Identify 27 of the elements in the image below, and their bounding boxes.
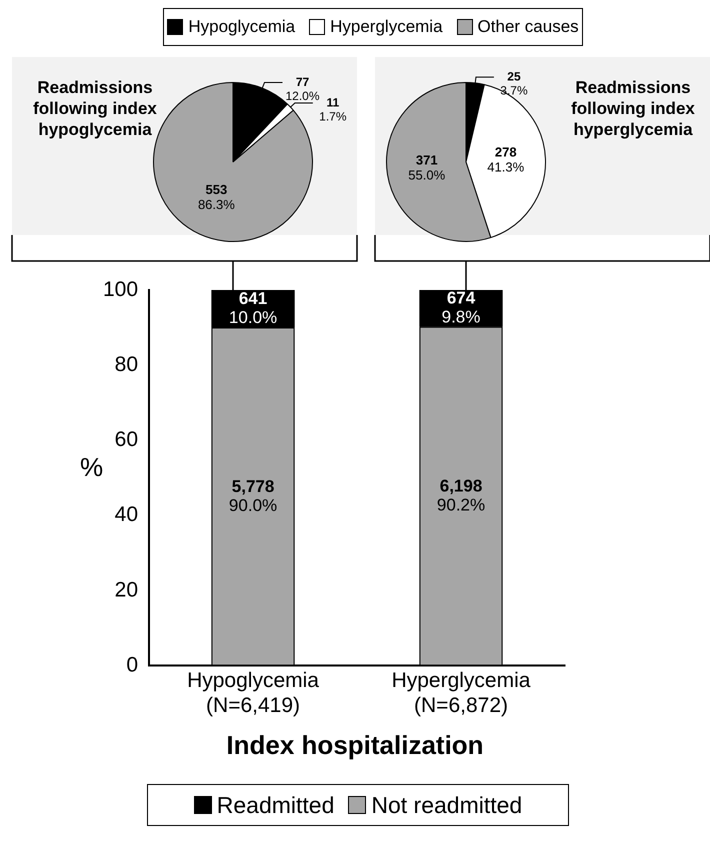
y-tick-label: 80 — [114, 352, 138, 376]
legend-label: Readmitted — [216, 792, 334, 818]
y-tick-label: 60 — [114, 428, 138, 452]
data-label: 278 41.3% — [487, 144, 525, 174]
data-label: 6,198 90.2% — [436, 476, 486, 514]
data-label: 553 86.3% — [198, 182, 236, 212]
data-label: 11 1.7% — [319, 95, 347, 124]
y-tick-label: 100 — [102, 278, 138, 301]
data-label: 641 10.0% — [228, 288, 278, 327]
y-axis-title: % — [80, 452, 104, 483]
x-axis-title: Index hospitalization — [225, 730, 485, 761]
y-tick-label: 20 — [114, 578, 138, 602]
data-label: 371 55.0% — [408, 152, 446, 182]
x-tick-label: Hyperglycemia (N=6,872) — [392, 668, 531, 718]
y-tick-label: 0 — [126, 653, 138, 676]
legend-label: Hypoglycemia — [188, 17, 296, 37]
data-label: 674 9.8% — [442, 288, 480, 327]
slice-label: Readmissions following index hyperglycemia — [570, 77, 696, 140]
x-tick-label: Hypoglycemia (N=6,419) — [187, 668, 320, 718]
legend-label: Other causes — [478, 17, 579, 37]
data-label: 5,778 90.0% — [228, 476, 278, 515]
data-label: 77 12.0% — [285, 74, 320, 103]
legend-label: Not readmitted — [371, 792, 522, 818]
legend-label: Hyperglycemia — [330, 17, 443, 37]
data-label: 25 3.7% — [500, 69, 528, 98]
slice-label: Readmissions following index hypoglycemia — [32, 77, 158, 140]
y-tick-label: 40 — [114, 503, 138, 526]
